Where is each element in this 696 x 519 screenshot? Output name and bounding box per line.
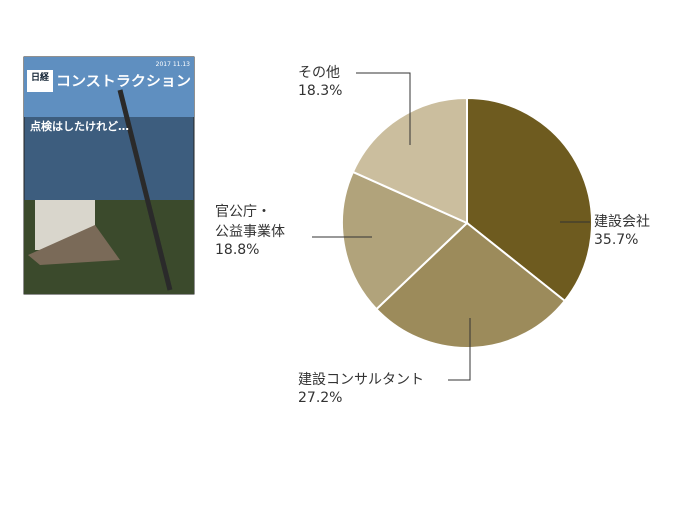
cover-date: 2017 11.13 [156,61,191,68]
slice-label: 建設コンサルタント [298,372,424,388]
pie-slice [466,96,593,303]
pie-slice [351,96,468,225]
magazine-cover: 日経 コンストラクション 2017 11.13 点検はしたけれど… [23,56,195,295]
slice-value: 27.2% [298,390,343,406]
leader-line [356,72,411,145]
slice-label: 官公庁・ 公益事業体 [215,204,285,240]
cover-headline: 点検はしたけれど… [30,119,129,133]
slice-label: 建設会社 [594,214,650,230]
leader-line [448,318,471,381]
slice-value: 18.8% [215,242,260,258]
masthead: 日経 [31,71,50,83]
cover-title: コンストラクション [56,74,191,90]
pie-slice [341,170,469,311]
slice-value: 35.7% [594,232,639,248]
slice-label: その他 [298,65,340,81]
slice-value: 18.3% [298,83,343,99]
pie-slice [375,221,567,349]
